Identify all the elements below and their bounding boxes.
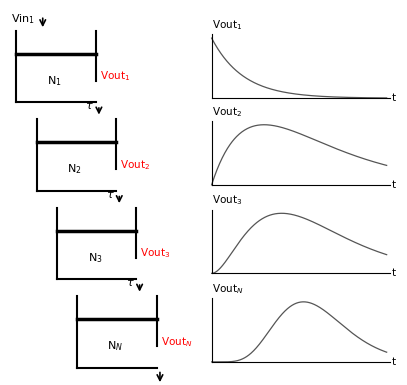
Text: N$_N$: N$_N$ (107, 340, 123, 353)
Text: N$_1$: N$_1$ (47, 74, 62, 87)
Text: Vout$_3$: Vout$_3$ (140, 246, 171, 260)
Text: $\tau$: $\tau$ (85, 101, 94, 111)
Text: t: t (392, 180, 396, 190)
Text: Vout$_2$: Vout$_2$ (120, 158, 150, 172)
Text: t: t (392, 357, 396, 367)
Text: Vout$_2$: Vout$_2$ (212, 105, 242, 119)
Text: Vout$_3$: Vout$_3$ (212, 194, 242, 207)
Text: N$_2$: N$_2$ (68, 162, 82, 176)
Text: Vout$_N$: Vout$_N$ (161, 335, 192, 349)
Text: N$_3$: N$_3$ (88, 251, 103, 264)
Text: Vout$_N$: Vout$_N$ (212, 282, 243, 296)
Text: t: t (392, 93, 396, 103)
Text: $\tau$: $\tau$ (106, 190, 114, 199)
Text: Vout$_1$: Vout$_1$ (100, 69, 130, 83)
Text: Vin$_1$: Vin$_1$ (11, 12, 35, 26)
Text: t: t (392, 268, 396, 278)
Text: $\tau$: $\tau$ (126, 278, 135, 288)
Text: Vout$_1$: Vout$_1$ (212, 18, 242, 32)
